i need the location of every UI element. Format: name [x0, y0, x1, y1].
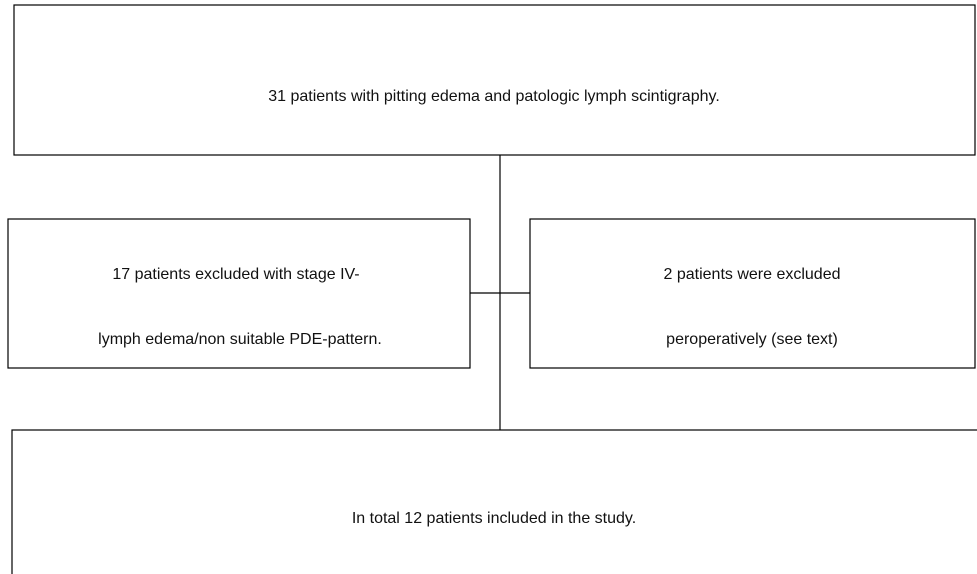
node-box [13, 4, 976, 156]
node-text: 31 patients with pitting edema and patol… [268, 88, 720, 105]
node-text: In total 12 patients included in the stu… [352, 510, 636, 527]
node-text: 17 patients excluded with stage IV- [112, 266, 359, 283]
node-box [529, 218, 976, 369]
node-box [11, 429, 977, 574]
node-box [7, 218, 471, 369]
node-text: 2 patients were excluded [664, 266, 841, 283]
node-text: lymph edema/non suitable PDE-pattern. [98, 331, 382, 348]
node-text: peroperatively (see text) [666, 331, 838, 348]
